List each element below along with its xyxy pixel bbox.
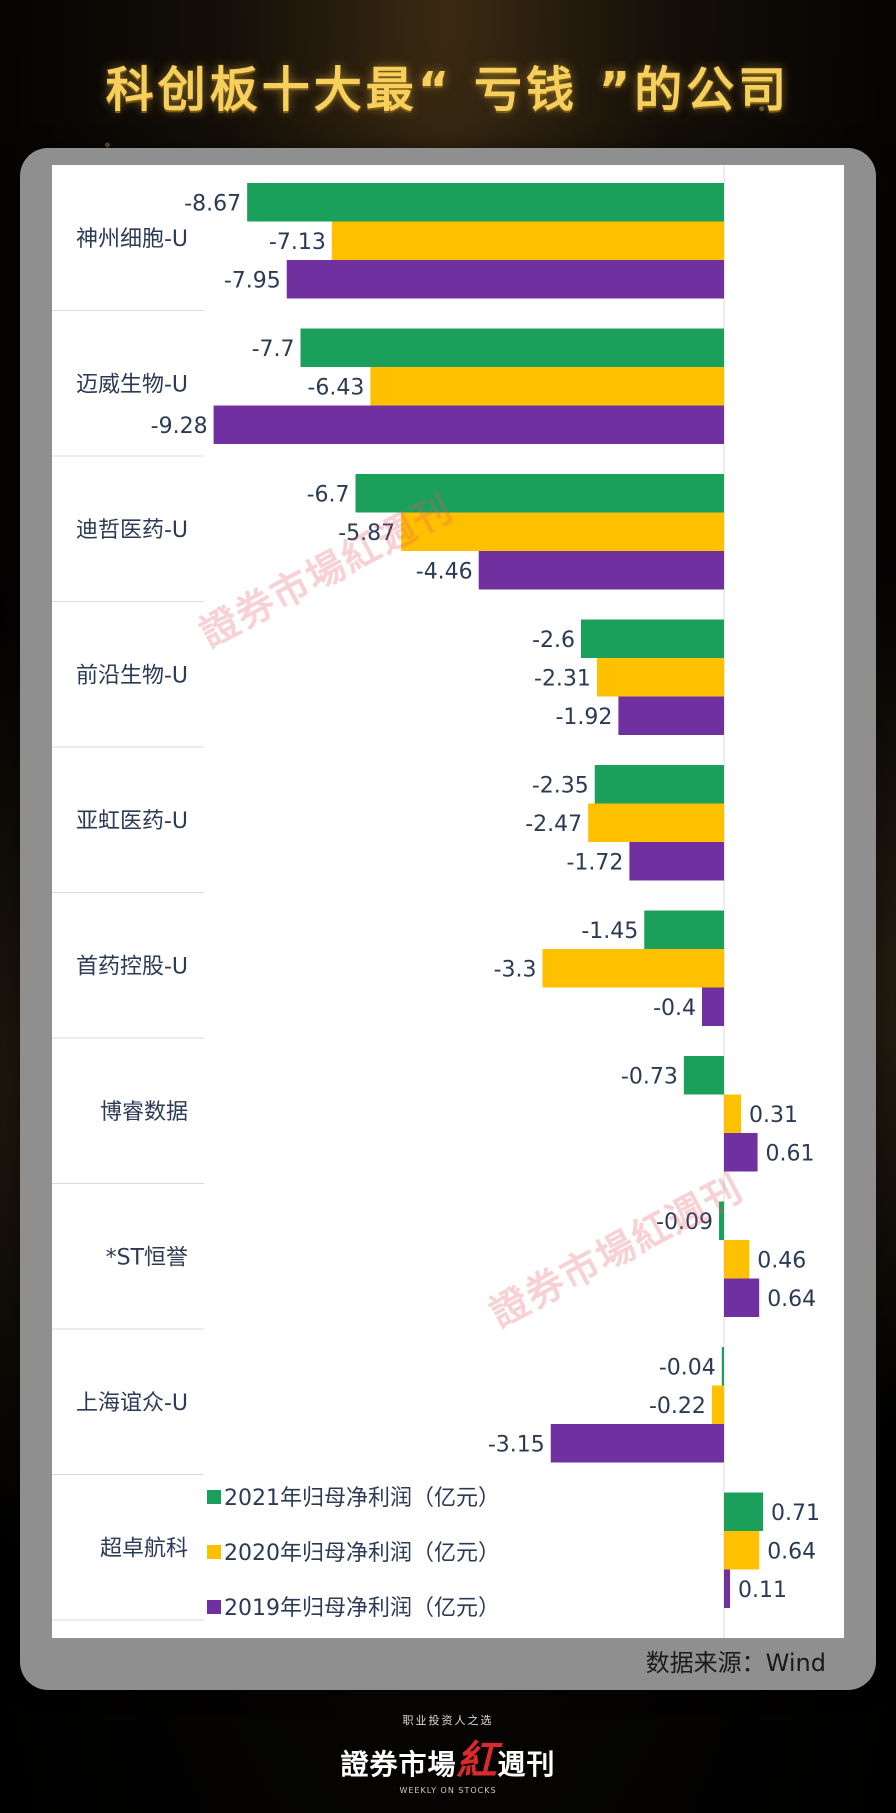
chart-area: 神州细胞-U -8.67 -7.13 -7.95 迈威生物-U -7.7 -6.43 -9.2… [52, 165, 844, 1638]
data-label: 0.46 [757, 1248, 806, 1273]
logo-subtitle: WEEKLY ON STOCKS [399, 1786, 497, 1795]
brand-logo: 职业投资人之选 證券市場紅週刊 WEEKLY ON STOCKS [0, 1712, 896, 1795]
data-label: 0.71 [771, 1501, 820, 1526]
logo-red-char: 紅 [456, 1738, 498, 1784]
category-label: 迪哲医药-U [76, 518, 188, 543]
category-label: 上海谊众-U [76, 1391, 188, 1416]
bar [286, 260, 724, 299]
data-label: 0.64 [767, 1287, 816, 1312]
data-label: -1.92 [555, 705, 612, 730]
legend-label: 2020年归母净利润（亿元） [224, 1541, 500, 1566]
data-label: -2.47 [525, 812, 582, 837]
data-label: -2.31 [534, 666, 591, 691]
bar [401, 512, 724, 551]
bar [247, 183, 724, 222]
data-label: -3.3 [494, 957, 537, 982]
bar [629, 842, 724, 881]
data-label: -8.67 [184, 191, 241, 216]
data-label: -9.28 [151, 414, 208, 439]
bar [721, 1347, 724, 1386]
bar [581, 619, 724, 658]
bar [542, 949, 724, 988]
bar [370, 367, 724, 406]
logo-suffix: 週刊 [497, 1748, 556, 1781]
data-label: -0.22 [649, 1394, 706, 1419]
logo-name: 證券市場紅週刊 [0, 1728, 896, 1786]
bar [719, 1201, 724, 1240]
bar [594, 765, 724, 804]
data-label: -0.4 [653, 996, 696, 1021]
bar [644, 910, 724, 949]
bar [724, 1094, 742, 1133]
bar [588, 803, 724, 842]
category-label: 前沿生物-U [76, 663, 188, 688]
bar [683, 1056, 724, 1095]
logo-text: 證券市場 [340, 1748, 457, 1781]
bar [478, 551, 724, 590]
bar [724, 1240, 750, 1279]
data-label: 0.11 [738, 1578, 787, 1603]
logo-tagline: 职业投资人之选 [402, 1714, 494, 1727]
data-label: 0.64 [767, 1539, 816, 1564]
data-label: -3.15 [488, 1432, 545, 1457]
bar [724, 1569, 731, 1608]
data-label: -1.72 [566, 850, 623, 875]
legend-swatch [207, 1600, 221, 1614]
category-label: 博睿数据 [100, 1100, 188, 1125]
bar [724, 1133, 758, 1172]
bar [331, 221, 724, 260]
category-label: 超卓航科 [100, 1536, 188, 1561]
legend-swatch [207, 1545, 221, 1559]
legend-swatch [207, 1490, 221, 1504]
bar [711, 1385, 724, 1424]
data-label: -5.87 [338, 521, 395, 546]
bar [724, 1531, 760, 1570]
category-label: *ST恒誉 [106, 1245, 188, 1270]
data-label: -7.95 [224, 268, 281, 293]
data-label: -0.04 [659, 1355, 716, 1380]
data-label: -2.35 [532, 773, 589, 798]
bar [724, 1492, 764, 1531]
category-label: 神州细胞-U [76, 227, 188, 252]
bar [702, 987, 724, 1026]
legend-label: 2021年归母净利润（亿元） [224, 1486, 500, 1511]
data-label: -1.45 [581, 919, 638, 944]
data-source: 数据来源：Wind [645, 1649, 826, 1677]
data-label: -6.7 [307, 482, 350, 507]
bar [355, 474, 724, 513]
data-label: -6.43 [307, 375, 364, 400]
bar [618, 696, 724, 735]
bar [550, 1424, 724, 1463]
bar [724, 1278, 760, 1317]
page-title: 科创板十大最“ 亏钱 ”的公司 [105, 62, 791, 118]
data-label: -0.73 [621, 1064, 678, 1089]
data-label: -4.46 [416, 559, 473, 584]
legend-label: 2019年归母净利润（亿元） [224, 1596, 500, 1621]
data-label: -2.6 [532, 628, 575, 653]
bar [300, 328, 724, 367]
data-label: -7.7 [252, 337, 295, 362]
category-label: 首药控股-U [76, 954, 188, 979]
data-label: 0.31 [749, 1103, 798, 1128]
data-label: -7.13 [269, 230, 326, 255]
data-label: 0.61 [766, 1141, 815, 1166]
bar-chart: 神州细胞-U -8.67 -7.13 -7.95 迈威生物-U -7.7 -6.43 -9.2… [52, 165, 820, 1638]
category-label: 亚虹医药-U [76, 809, 188, 834]
bar [596, 658, 724, 697]
bar [213, 405, 724, 444]
data-label: -0.09 [656, 1210, 713, 1235]
category-label: 迈威生物-U [76, 372, 188, 397]
